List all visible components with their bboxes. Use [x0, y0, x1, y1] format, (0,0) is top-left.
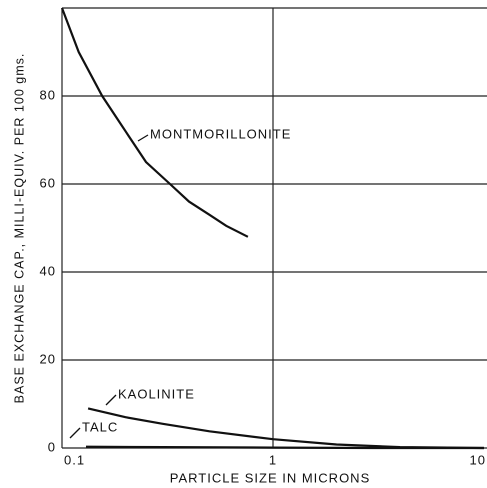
annotation-arrow [105, 394, 117, 406]
y-tick-label: 40 [40, 263, 56, 278]
y-axis-label: BASE EXCHANGE CAP., MILLI-EQUIV. PER 100… [12, 53, 26, 404]
series-line [87, 407, 485, 450]
series-line [85, 445, 484, 450]
x-tick-label: 0.1 [64, 452, 85, 467]
series-line [60, 7, 249, 238]
series-label: MONTMORILLONITE [150, 126, 291, 141]
x-tick-label: 10 [470, 452, 486, 467]
x-tick-label: 1 [269, 452, 277, 467]
y-tick-label: 60 [40, 175, 56, 190]
y-tick-label: 80 [40, 87, 56, 102]
series-label: KAOLINITE [118, 386, 195, 401]
annotation-arrow [137, 134, 149, 142]
annotation-arrow [69, 427, 81, 439]
y-tick-label: 20 [40, 351, 56, 366]
y-tick-label: 0 [48, 439, 56, 454]
series-label: TALC [82, 419, 118, 434]
x-axis-label: PARTICLE SIZE IN MICRONS [170, 470, 371, 485]
